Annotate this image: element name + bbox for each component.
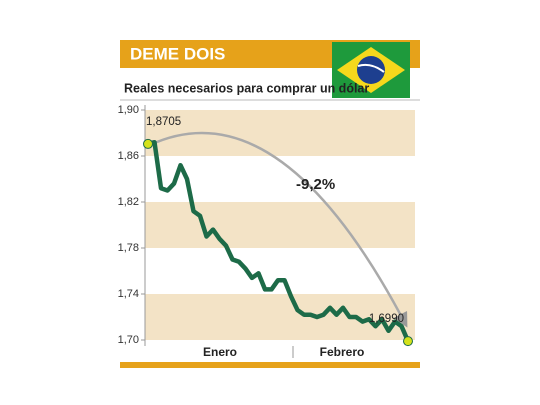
subtitle: Reales necesarios para comprar un dólar bbox=[124, 81, 369, 95]
y-tick-label: 1,90 bbox=[118, 104, 139, 116]
x-label: Enero bbox=[203, 345, 237, 359]
trend-arrow bbox=[149, 131, 408, 328]
footer-bar bbox=[120, 362, 420, 368]
data-line bbox=[147, 139, 411, 343]
band bbox=[145, 294, 415, 340]
y-tick-label: 1,74 bbox=[118, 288, 139, 300]
value-label: 1,6990 bbox=[369, 313, 404, 325]
flag bbox=[332, 42, 410, 98]
annotation: -9,2% bbox=[296, 176, 335, 193]
y-tick-label: 1,78 bbox=[118, 242, 139, 254]
value-label: 1,8705 bbox=[146, 116, 181, 128]
y-tick-label: 1,82 bbox=[118, 196, 139, 208]
chart-title: DEME DOIS bbox=[130, 44, 225, 63]
y-tick-label: 1,86 bbox=[118, 150, 139, 162]
y-tick-label: 1,70 bbox=[118, 334, 139, 346]
end-point bbox=[143, 138, 153, 149]
end-point bbox=[403, 336, 413, 347]
x-label: Febrero bbox=[320, 345, 365, 359]
band bbox=[145, 202, 415, 248]
